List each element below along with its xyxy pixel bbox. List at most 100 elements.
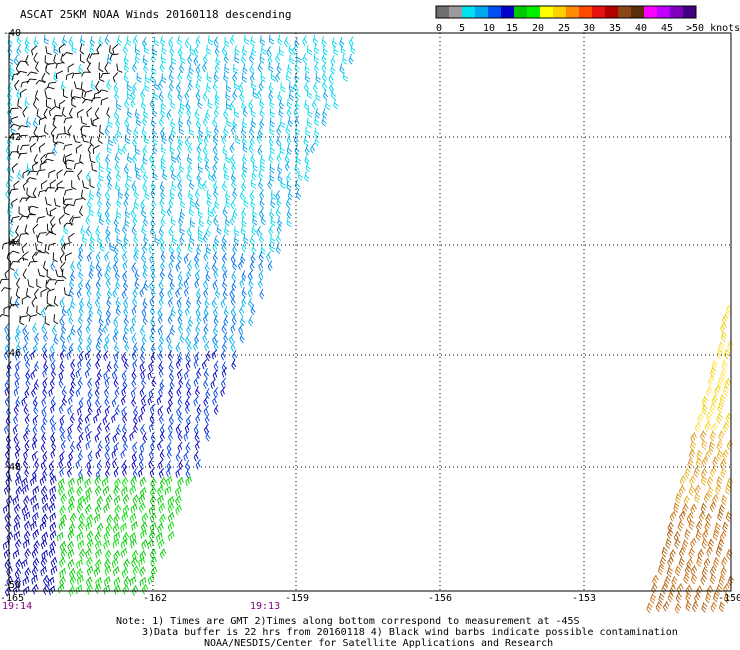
wind-barb xyxy=(114,269,121,281)
wind-barb xyxy=(86,530,94,541)
wind-barb xyxy=(79,53,86,64)
wind-barb xyxy=(186,225,192,237)
wind-barb xyxy=(77,495,85,506)
wind-barb xyxy=(286,208,292,219)
wind-barb xyxy=(130,538,137,549)
wind-barb xyxy=(330,63,336,75)
wind-barb xyxy=(248,277,254,289)
wind-barb xyxy=(50,359,56,371)
wind-barb xyxy=(213,268,219,280)
wind-barb xyxy=(165,475,173,487)
wind-barb xyxy=(158,467,165,479)
wind-barb xyxy=(61,395,68,406)
wind-barb xyxy=(131,377,137,388)
wind-barb xyxy=(149,548,157,560)
wind-barb xyxy=(61,106,67,118)
wind-barb xyxy=(303,135,309,147)
wind-barb xyxy=(225,197,231,209)
wind-barb xyxy=(280,178,286,189)
time-label: 19:14 xyxy=(2,601,32,612)
wind-barb xyxy=(715,546,722,558)
wind-barb xyxy=(31,45,38,56)
wind-barb xyxy=(139,386,145,398)
wind-barb xyxy=(133,342,139,354)
wind-barb xyxy=(184,136,190,147)
wind-barb xyxy=(28,314,38,322)
wind-barb xyxy=(105,153,111,165)
wind-barb xyxy=(13,521,21,532)
wind-barb xyxy=(251,45,257,57)
wind-barb xyxy=(176,386,182,397)
wind-barb xyxy=(203,367,209,379)
wind-barb xyxy=(140,529,147,539)
scale-swatch xyxy=(488,6,502,18)
wind-barb xyxy=(5,144,11,156)
wind-barb xyxy=(313,53,320,64)
wind-barb xyxy=(167,502,175,514)
wind-barb xyxy=(159,449,165,460)
wind-barb xyxy=(131,369,137,380)
wind-barb xyxy=(177,441,183,453)
wind-barb xyxy=(4,586,12,597)
wind-barb xyxy=(159,115,164,127)
wind-barb xyxy=(30,369,37,380)
wind-barb xyxy=(138,467,144,478)
wind-barb xyxy=(104,376,111,388)
wind-barb xyxy=(87,450,93,461)
wind-barb xyxy=(234,53,240,64)
wind-barb xyxy=(705,592,712,604)
wind-barb xyxy=(295,154,302,165)
wind-barb xyxy=(157,405,164,416)
wind-barb xyxy=(696,556,703,567)
wind-barb xyxy=(202,144,208,156)
wind-barb xyxy=(140,424,145,435)
wind-barb xyxy=(240,315,246,326)
wind-barb xyxy=(121,352,127,363)
wind-barb xyxy=(258,277,263,289)
wind-barb xyxy=(226,82,232,93)
wind-barb xyxy=(726,477,734,489)
scale-label: 20 xyxy=(532,23,544,34)
wind-barb xyxy=(161,205,167,217)
wind-barb xyxy=(59,331,66,343)
wind-barb xyxy=(144,73,151,84)
wind-barb xyxy=(136,116,142,127)
wind-barb xyxy=(709,501,717,513)
wind-barb xyxy=(283,36,289,48)
wind-barb xyxy=(100,72,110,79)
scale-label: 15 xyxy=(506,23,518,34)
scale-swatch xyxy=(644,6,658,18)
scale-swatch xyxy=(449,6,463,18)
wind-barb xyxy=(140,368,147,380)
wind-barb xyxy=(185,378,191,390)
wind-barb xyxy=(105,441,110,453)
wind-barb xyxy=(152,169,158,181)
wind-barb xyxy=(99,241,105,252)
wind-barb xyxy=(5,521,12,532)
wind-barb xyxy=(112,72,119,83)
wind-barb xyxy=(114,90,120,102)
wind-barb xyxy=(725,484,732,495)
wind-barb xyxy=(701,538,708,549)
wind-barb xyxy=(322,45,328,56)
wind-barb xyxy=(86,197,92,209)
wind-barb xyxy=(18,134,28,141)
wind-barb xyxy=(700,475,707,486)
wind-barb xyxy=(14,513,21,525)
wind-barb xyxy=(213,106,220,118)
wind-barb xyxy=(58,478,65,489)
wind-barb xyxy=(61,305,67,317)
wind-barb xyxy=(59,576,66,587)
wind-barb xyxy=(259,197,265,209)
wind-barb xyxy=(140,198,146,210)
scale-swatch xyxy=(657,6,671,18)
wind-barb xyxy=(122,332,128,343)
wind-barb xyxy=(286,106,292,118)
wind-barb xyxy=(116,127,122,138)
wind-barb xyxy=(686,558,694,569)
wind-barb xyxy=(24,439,30,451)
wind-barb xyxy=(159,180,165,192)
wind-barb xyxy=(34,90,40,101)
wind-barb xyxy=(111,557,119,569)
wind-barb xyxy=(83,494,91,505)
